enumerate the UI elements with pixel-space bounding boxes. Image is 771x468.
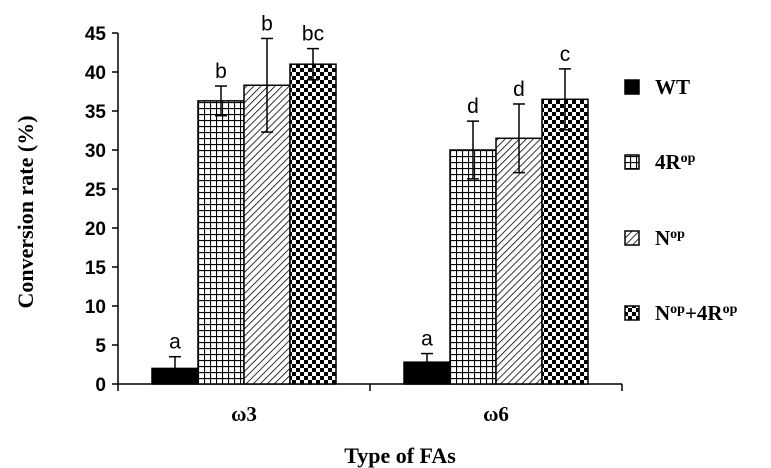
legend-label: WT — [655, 75, 690, 99]
legend-label: Nop+4Rop — [655, 301, 738, 325]
y-tick-label: 5 — [95, 336, 106, 357]
bars-group: a b b bc a d d c — [151, 12, 589, 385]
y-tick-label: 30 — [85, 141, 106, 162]
y-tick-label: 25 — [85, 180, 107, 201]
bar — [197, 100, 245, 385]
bar — [449, 149, 497, 385]
x-axis-title: Type of FAs — [344, 443, 456, 468]
legend-swatch — [624, 154, 640, 170]
legend: WT 4Rop Nop Nop+4Rop — [624, 75, 738, 325]
bar — [541, 98, 589, 385]
legend-label: 4Rop — [655, 150, 696, 174]
significance-label: b — [261, 12, 273, 35]
significance-label: bc — [302, 23, 324, 46]
significance-label: d — [467, 95, 479, 118]
legend-label: Nop — [655, 226, 685, 250]
legend-swatch — [624, 305, 640, 321]
y-tick-label: 10 — [85, 297, 106, 318]
significance-label: a — [421, 328, 433, 351]
x-tick-label: ω6 — [483, 402, 509, 426]
bar — [495, 137, 543, 385]
bar — [289, 63, 337, 385]
x-axis: ω3 ω6 — [117, 383, 623, 426]
significance-label: c — [560, 43, 571, 66]
y-tick-label: 40 — [85, 63, 106, 84]
significance-label: d — [513, 78, 525, 101]
y-tick-label: 20 — [85, 219, 106, 240]
significance-label: b — [215, 60, 227, 83]
y-axis: 0 5 10 15 20 25 30 35 40 45 — [85, 24, 119, 396]
y-tick-label: 45 — [85, 24, 107, 45]
bar — [243, 84, 291, 385]
y-tick-label: 0 — [95, 375, 106, 396]
y-tick-label: 15 — [85, 258, 107, 279]
legend-swatch — [624, 230, 640, 246]
y-tick-label: 35 — [85, 102, 107, 123]
y-axis-title: Conversion rate (%) — [13, 115, 38, 308]
x-tick-label: ω3 — [231, 402, 257, 426]
significance-label: a — [169, 331, 181, 354]
legend-swatch — [624, 79, 640, 95]
